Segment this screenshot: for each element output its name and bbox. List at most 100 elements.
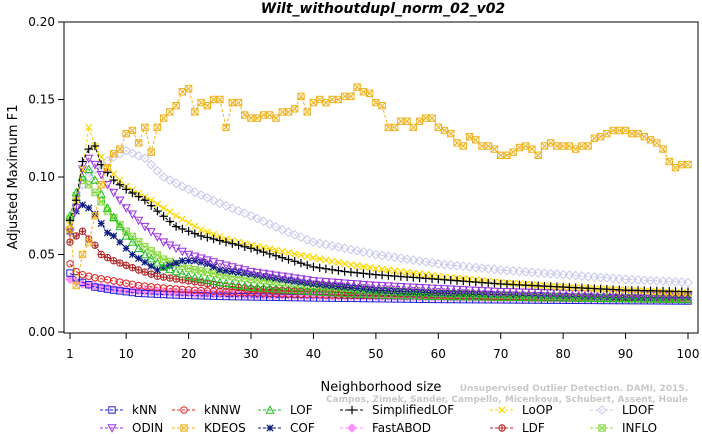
point-loop: [322, 256, 330, 264]
point-lof: [383, 290, 394, 299]
point-kdeos: [640, 133, 649, 141]
point-lof: [433, 291, 443, 301]
point-kdeos: [234, 98, 243, 107]
legend-marker-cof: [266, 424, 274, 432]
point-odin: [302, 276, 312, 285]
point-simplifiedlof: [246, 244, 256, 253]
point-cof: [135, 254, 143, 262]
point-lof: [221, 278, 231, 288]
point-simplifiedlof: [365, 269, 374, 279]
point-ldof: [683, 277, 693, 288]
legend-label: KDEOS: [204, 421, 246, 434]
legend-marker-inflo: [598, 424, 606, 432]
point-loop: [334, 258, 343, 267]
point-simplifiedlof: [327, 265, 337, 274]
point-ldof: [664, 276, 675, 287]
series-line-ldof: [69, 150, 689, 283]
point-kdeos: [122, 129, 130, 138]
point-lof: [240, 281, 250, 290]
point-ldof: [183, 184, 194, 195]
point-kdeos: [116, 145, 124, 153]
series-kdeos: [66, 83, 692, 290]
point-odin: [252, 268, 262, 278]
point-odin: [402, 283, 412, 292]
series-lof: [65, 164, 693, 304]
legend-marker-simplifiedlof: [347, 405, 357, 415]
point-simplifiedlof: [109, 175, 118, 185]
point-lof: [533, 292, 543, 302]
point-simplifiedlof: [253, 245, 262, 255]
point-lof: [639, 294, 649, 303]
point-lof: [227, 279, 237, 288]
point-ldf: [141, 268, 149, 276]
point-simplifiedlof: [228, 239, 237, 248]
point-simplifiedlof: [146, 201, 156, 210]
point-simplifiedlof: [134, 192, 143, 201]
point-ldof: [352, 245, 363, 256]
point-ldf: [72, 232, 80, 240]
point-lof: [552, 292, 562, 302]
point-lof: [246, 282, 256, 291]
point-odin: [371, 281, 381, 291]
point-lof: [258, 283, 269, 292]
point-loop: [353, 262, 361, 270]
point-kdeos: [178, 88, 187, 96]
legend-marker-ldof: [597, 405, 607, 415]
point-ldof: [395, 253, 406, 264]
point-lof: [389, 290, 400, 299]
point-ldof: [214, 198, 225, 209]
point-knnw: [72, 267, 80, 276]
point-lof: [90, 175, 100, 184]
point-kdeos: [659, 145, 667, 153]
point-odin: [446, 285, 456, 295]
point-ldof: [140, 153, 150, 164]
point-lof: [277, 284, 287, 294]
point-simplifiedlof: [65, 216, 75, 225]
point-odin: [296, 275, 306, 284]
point-kdeos: [546, 139, 555, 147]
point-simplifiedlof: [234, 241, 243, 250]
watermark-line-1: Unsupervised Outlier Detection. DAMI, 20…: [460, 384, 688, 394]
point-ldof: [595, 272, 606, 283]
point-lof: [346, 288, 356, 298]
point-lof: [489, 292, 500, 301]
point-kdeos: [653, 139, 661, 147]
point-kdeos: [684, 160, 692, 169]
point-ldof: [96, 160, 107, 171]
point-ldf: [103, 253, 112, 262]
point-loop: [372, 264, 380, 273]
point-kdeos: [247, 114, 255, 122]
point-lof: [583, 293, 593, 302]
point-ldof: [433, 258, 444, 269]
point-ldof: [227, 203, 238, 214]
point-loop: [284, 249, 293, 257]
point-loop: [147, 196, 155, 204]
point-ldof: [495, 265, 506, 275]
point-lof: [477, 292, 487, 301]
point-cof: [122, 244, 130, 252]
point-simplifiedlof: [203, 233, 212, 242]
point-simplifiedlof: [340, 267, 349, 276]
legend-item-loop: LoOP: [490, 403, 553, 417]
point-lof: [452, 291, 462, 301]
point-ldof: [402, 254, 412, 265]
point-lof: [165, 264, 175, 273]
point-lof: [146, 253, 156, 263]
point-odin: [171, 244, 181, 254]
point-lof: [377, 290, 387, 299]
point-loop: [85, 123, 93, 132]
point-lof: [645, 294, 656, 303]
point-ldof: [221, 200, 231, 211]
point-kdeos: [559, 142, 567, 150]
x-tick-label: 100: [677, 347, 700, 361]
y-tick-label: 0.20: [28, 15, 55, 29]
point-kdeos: [521, 142, 530, 150]
legend: kNN kNNW LOF SimplifiedLOF LoOP LDOF ODIN KDEOS…: [100, 403, 657, 434]
point-ldof: [502, 265, 512, 276]
point-odin: [165, 241, 175, 251]
point-ldof: [539, 268, 550, 279]
point-simplifiedlof: [209, 234, 218, 244]
point-loop: [341, 260, 349, 268]
point-inflo: [97, 198, 105, 206]
point-simplifiedlof: [84, 144, 93, 154]
